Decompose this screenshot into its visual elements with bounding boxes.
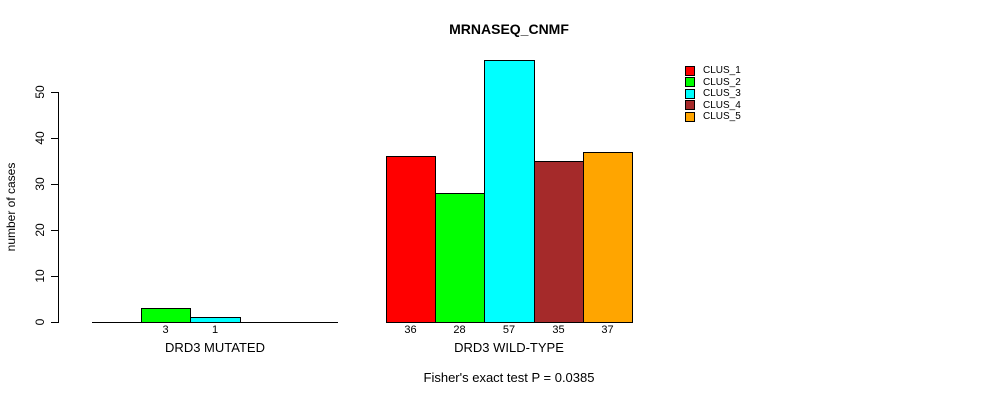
legend-label: CLUS_5 — [703, 111, 741, 123]
bar-value-label: 37 — [601, 324, 614, 336]
bar — [141, 308, 191, 323]
x-group-label: DRD3 WILD-TYPE — [454, 340, 564, 355]
y-tick — [51, 92, 58, 93]
y-tick-label: 10 — [33, 269, 47, 283]
legend-item: CLUS_5 — [685, 111, 741, 123]
legend-label: CLUS_3 — [703, 88, 741, 100]
legend-item: CLUS_2 — [685, 77, 741, 89]
y-tick — [51, 322, 58, 323]
bar-value-label: 28 — [453, 324, 466, 336]
fisher-test-annotation: Fisher's exact test P = 0.0385 — [423, 370, 595, 385]
y-tick-label: 50 — [33, 85, 47, 99]
bar — [534, 161, 584, 323]
legend: CLUS_1 CLUS_2 CLUS_3 CLUS_4 CLUS_5 — [685, 65, 741, 123]
legend-swatch — [685, 100, 695, 111]
y-tick-label: 0 — [33, 318, 47, 326]
legend-swatch — [685, 65, 695, 76]
legend-label: CLUS_1 — [703, 65, 741, 77]
y-tick-label: 20 — [33, 223, 47, 237]
y-axis-label: number of cases — [4, 162, 18, 252]
y-tick — [51, 184, 58, 185]
chart-title: MRNASEQ_CNMF — [449, 21, 569, 37]
y-tick — [51, 230, 58, 231]
bar — [386, 156, 436, 323]
bar — [190, 317, 241, 323]
y-tick — [51, 276, 58, 277]
legend-item: CLUS_3 — [685, 88, 741, 100]
legend-label: CLUS_2 — [703, 76, 741, 88]
x-group-label: DRD3 MUTATED — [165, 340, 265, 355]
bar-value-label: 35 — [552, 324, 565, 336]
legend-label: CLUS_4 — [703, 99, 741, 111]
bar — [484, 60, 535, 323]
bar-value-label: 36 — [404, 324, 417, 336]
legend-swatch — [685, 111, 695, 122]
y-tick-label: 30 — [33, 177, 47, 191]
legend-swatch — [685, 77, 695, 88]
y-tick — [51, 138, 58, 139]
legend-item: CLUS_4 — [685, 100, 741, 112]
bar-value-label: 57 — [502, 324, 516, 336]
y-axis-line — [58, 92, 59, 323]
bar — [583, 152, 633, 323]
legend-item: CLUS_1 — [685, 65, 741, 77]
bar-value-label: 3 — [162, 324, 169, 336]
legend-swatch — [685, 88, 695, 99]
y-tick-label: 40 — [33, 131, 47, 145]
bar-value-label: 1 — [211, 324, 219, 336]
bar — [435, 193, 485, 323]
